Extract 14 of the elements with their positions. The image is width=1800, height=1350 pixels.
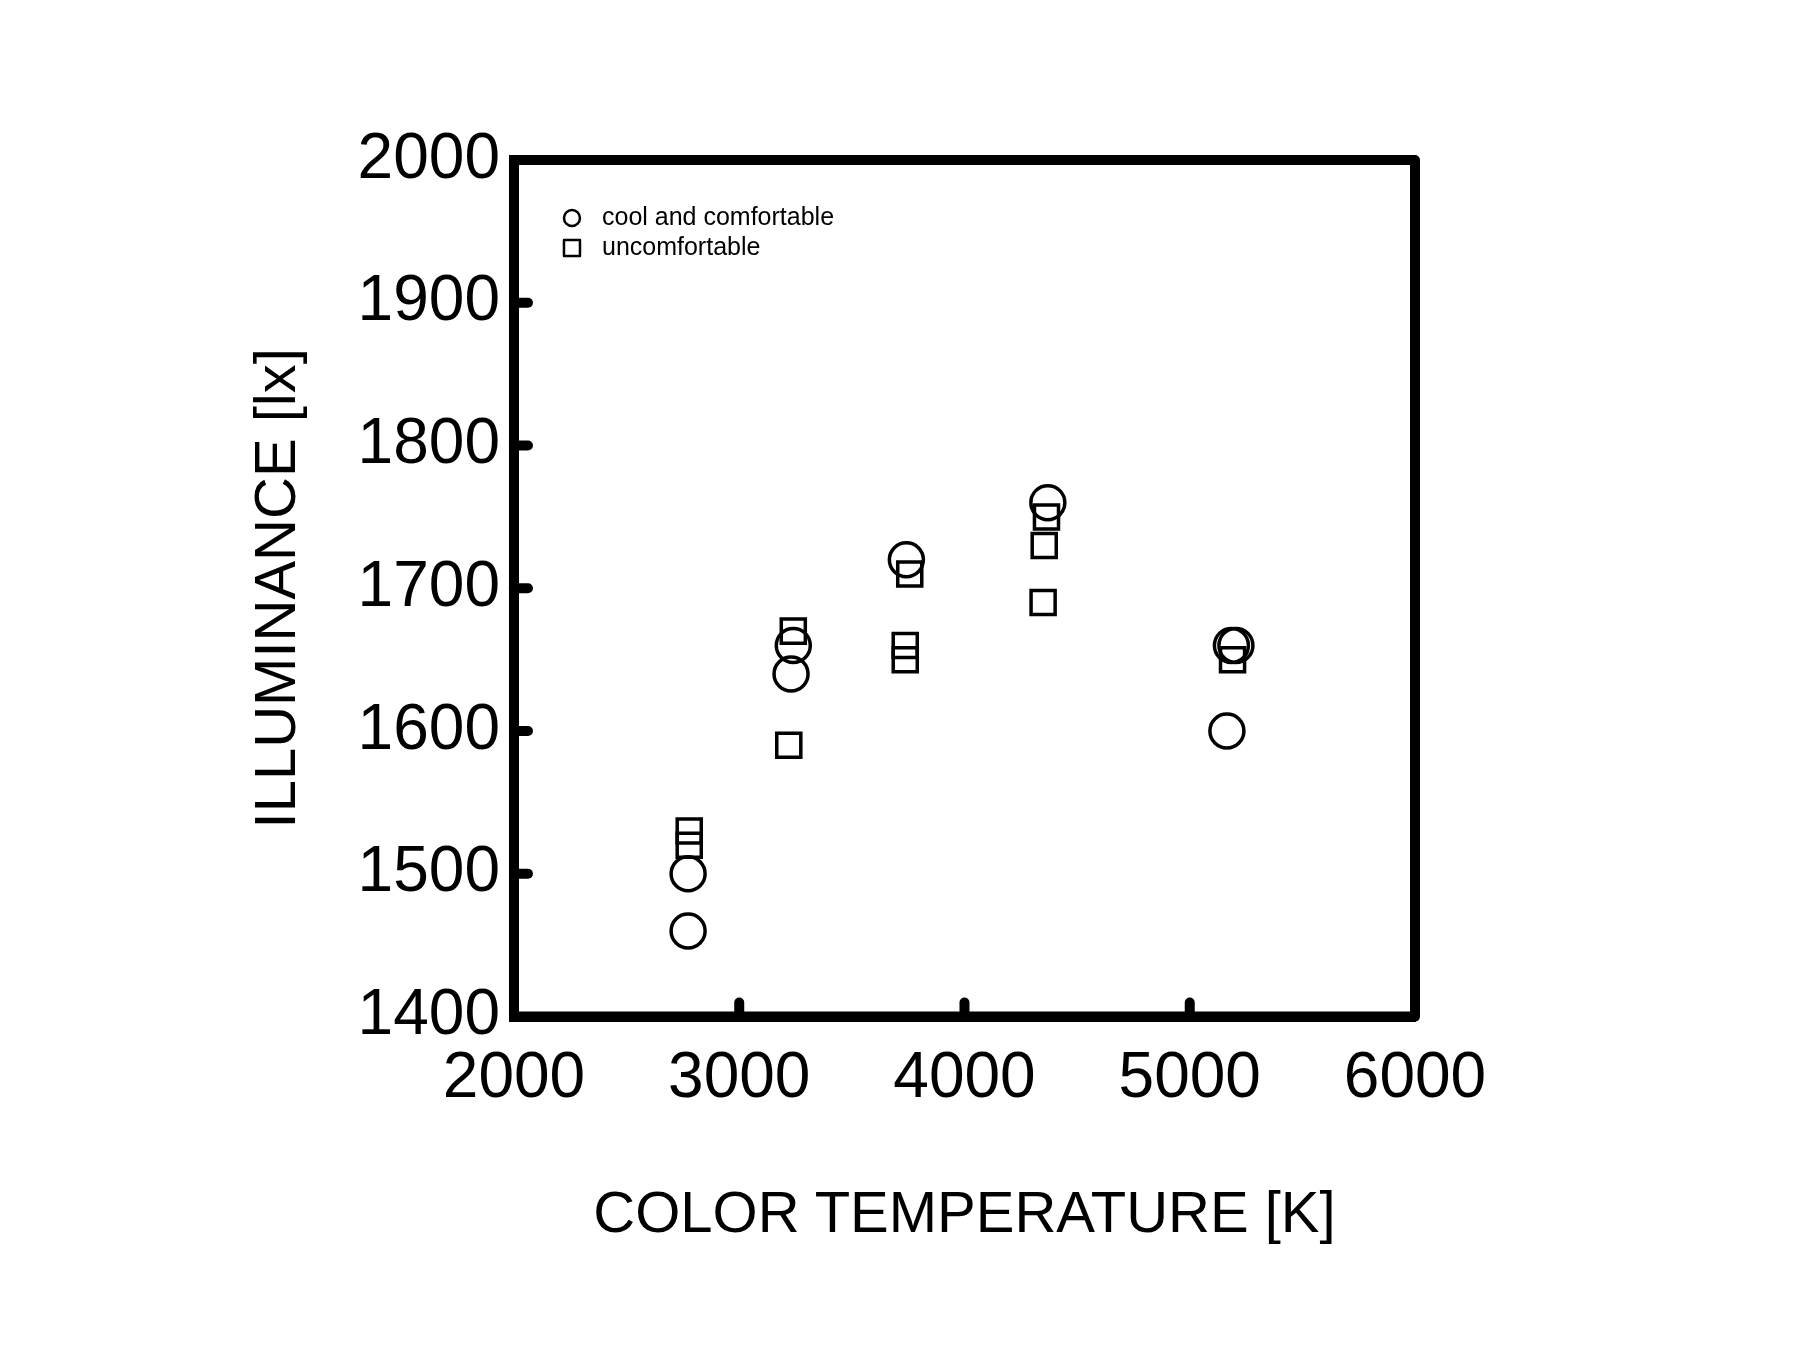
y-tick-label: 2000: [357, 119, 500, 192]
y-tick-label: 1800: [357, 405, 500, 478]
y-tick-label: 1700: [357, 547, 500, 620]
y-tick-label: 1500: [357, 833, 500, 906]
y-tick-label: 1600: [357, 690, 500, 763]
legend-label: uncomfortable: [601, 231, 761, 260]
x-tick-label: 6000: [1343, 1038, 1487, 1111]
y-tick-label: 1900: [357, 262, 500, 335]
legend-label: cool and comfortable: [601, 201, 835, 230]
y-axis-title: ILLUMINANCE [lx]: [241, 348, 307, 829]
x-tick-label: 4000: [893, 1038, 1036, 1111]
x-axis-title: COLOR TEMPERATURE [K]: [593, 1179, 1336, 1245]
x-tick-label: 3000: [668, 1038, 811, 1111]
x-tick-label: 5000: [1118, 1038, 1261, 1111]
